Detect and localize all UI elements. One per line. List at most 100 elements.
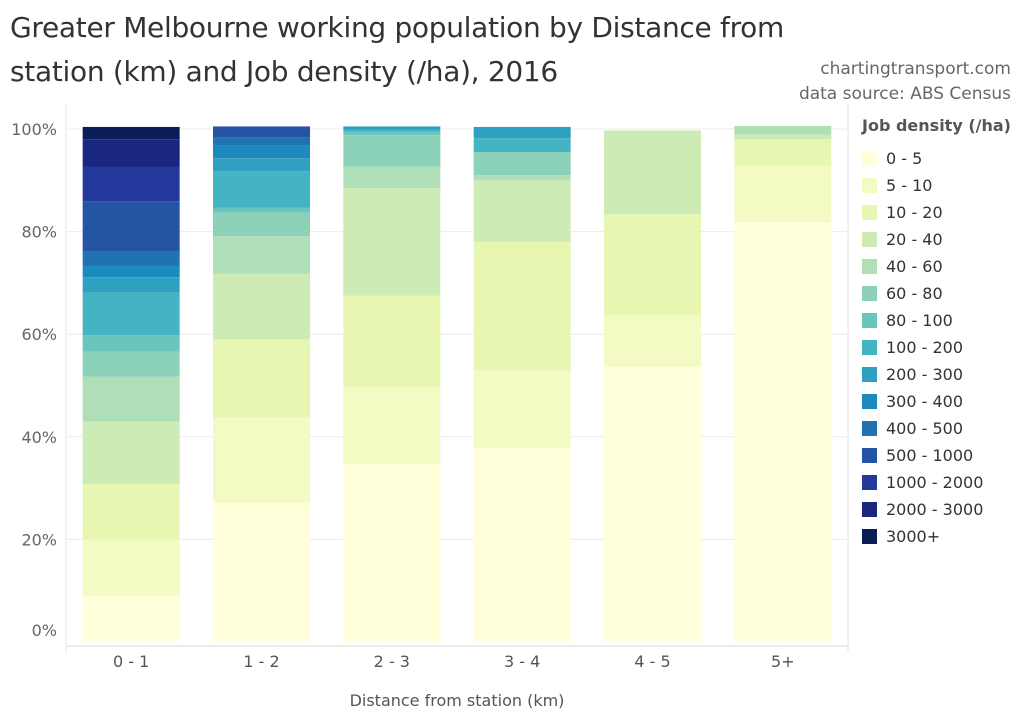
bar-segment: [213, 137, 310, 146]
bar-segment: [82, 292, 180, 336]
legend-swatch: [862, 448, 877, 463]
bar-segment: [473, 370, 571, 449]
legend-item: 20 - 40: [862, 226, 1022, 253]
legend-swatch: [862, 367, 877, 382]
bar-segment: [734, 165, 832, 223]
legend-item: 40 - 60: [862, 253, 1022, 280]
legend-item: 2000 - 3000: [862, 496, 1022, 523]
bar-segment: [213, 212, 310, 237]
legend-item: 100 - 200: [862, 334, 1022, 361]
legend-title: Job density (/ha): [862, 116, 1011, 135]
bar-segment: [82, 166, 180, 202]
legend-label: 400 - 500: [886, 419, 964, 438]
legend-label: 80 - 100: [886, 311, 953, 330]
legend-swatch: [862, 178, 877, 193]
legend-swatch: [862, 286, 877, 301]
bar-segment: [473, 180, 571, 242]
legend-swatch: [862, 394, 877, 409]
bar-segment: [473, 241, 571, 371]
bar-segment: [343, 129, 441, 132]
x-tick-label: 3 - 4: [504, 652, 540, 671]
legend-item: 10 - 20: [862, 199, 1022, 226]
legend: Job density (/ha) 0 - 5 5 - 10 10 - 20 20 -…: [862, 116, 1022, 550]
bar-segment: [82, 265, 180, 278]
source-site: chartingtransport.com: [820, 59, 1011, 79]
legend-swatch: [862, 529, 877, 544]
bar-segment: [734, 222, 832, 642]
y-tick-label: 0%: [32, 621, 57, 640]
bar-segment: [604, 214, 701, 316]
bar-segment: [82, 126, 180, 140]
bar-segment: [213, 171, 310, 208]
bar-segment: [734, 139, 832, 166]
bar-segment: [213, 236, 310, 274]
legend-swatch: [862, 259, 877, 274]
bar-segment: [213, 417, 310, 503]
legend-item: 500 - 1000: [862, 442, 1022, 469]
legend-label: 100 - 200: [886, 338, 964, 357]
legend-item: 0 - 5: [862, 145, 1022, 172]
x-tick-label: 0 - 1: [113, 652, 149, 671]
bar-segment: [343, 166, 441, 188]
y-tick-label: 40%: [21, 428, 57, 447]
bar-segment: [213, 207, 310, 213]
legend-swatch: [862, 340, 877, 355]
bar-segment: [82, 539, 180, 596]
legend-item: 5 - 10: [862, 172, 1022, 199]
legend-swatch: [862, 502, 877, 517]
bar-segment: [343, 386, 441, 464]
bar-segment: [734, 134, 832, 140]
bar-segment: [213, 273, 310, 340]
bar-segment: [343, 126, 441, 130]
x-tick-label: 2 - 3: [374, 652, 410, 671]
bar-segment: [82, 335, 180, 352]
bar-segment: [213, 145, 310, 159]
legend-label: 200 - 300: [886, 365, 964, 384]
legend-item: 80 - 100: [862, 307, 1022, 334]
x-tick-label: 4 - 5: [634, 652, 670, 671]
legend-item: 400 - 500: [862, 415, 1022, 442]
bar-segment: [343, 295, 441, 387]
bar-segment: [473, 138, 571, 153]
bar-segment: [82, 201, 180, 252]
bar-segment: [473, 126, 571, 139]
legend-label: 5 - 10: [886, 176, 933, 195]
bar-segment: [82, 139, 180, 167]
bar-segment: [82, 595, 180, 642]
y-tick-label: 80%: [21, 223, 57, 242]
bar-segment: [343, 131, 441, 136]
bar-segment: [82, 251, 180, 266]
bar-segment: [82, 351, 180, 377]
source-data: data source: ABS Census: [798, 84, 1011, 104]
legend-label: 10 - 20: [886, 203, 943, 222]
legend-label: 2000 - 3000: [886, 500, 984, 519]
x-tick-label: 1 - 2: [243, 652, 279, 671]
legend-item: 3000+: [862, 523, 1022, 550]
bar-segment: [473, 152, 571, 176]
legend-label: 40 - 60: [886, 257, 943, 276]
legend-swatch: [862, 232, 877, 247]
bar-segment: [604, 130, 701, 215]
bar-segment: [343, 463, 441, 642]
legend-swatch: [862, 151, 877, 166]
legend-swatch: [862, 475, 877, 490]
legend-swatch: [862, 205, 877, 220]
legend-label: 300 - 400: [886, 392, 964, 411]
bar-segment: [213, 126, 310, 138]
bar-segment: [82, 421, 180, 484]
bar-segment: [213, 339, 310, 418]
legend-label: 500 - 1000: [886, 446, 974, 465]
legend-swatch: [862, 421, 877, 436]
x-tick-label: 5+: [771, 652, 795, 671]
y-tick-label: 60%: [21, 325, 57, 344]
source-note: chartingtransport.com data source: ABS C…: [799, 57, 1011, 107]
bar-segment: [82, 277, 180, 293]
bar-segment: [473, 175, 571, 181]
legend-item: 200 - 300: [862, 361, 1022, 388]
legend-swatch: [862, 313, 877, 328]
bar-segment: [213, 502, 310, 642]
bar-segment: [343, 187, 441, 296]
legend-label: 60 - 80: [886, 284, 943, 303]
bar-segment: [82, 483, 180, 540]
